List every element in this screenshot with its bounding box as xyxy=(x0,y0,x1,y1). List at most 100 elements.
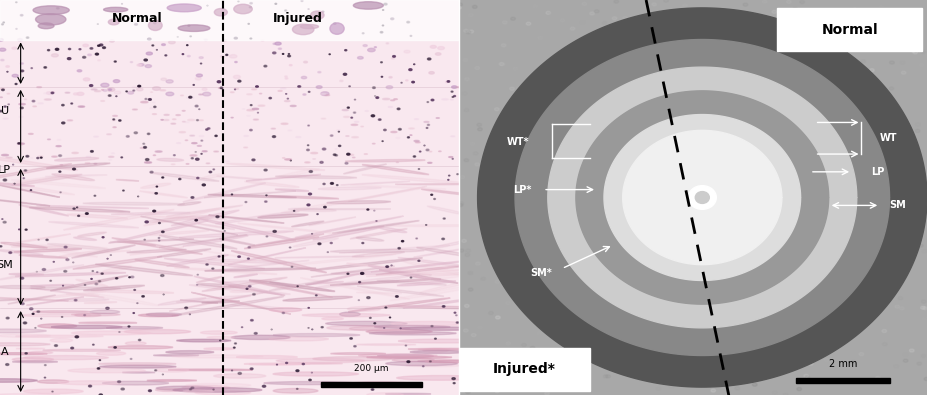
Ellipse shape xyxy=(77,70,82,72)
Ellipse shape xyxy=(870,69,874,72)
Ellipse shape xyxy=(210,171,211,173)
Ellipse shape xyxy=(422,261,481,274)
Ellipse shape xyxy=(311,258,423,271)
Ellipse shape xyxy=(879,5,883,8)
Ellipse shape xyxy=(353,2,384,9)
Ellipse shape xyxy=(377,280,446,285)
Ellipse shape xyxy=(469,381,474,384)
Ellipse shape xyxy=(12,174,82,186)
Ellipse shape xyxy=(197,276,223,283)
Polygon shape xyxy=(548,67,857,328)
Ellipse shape xyxy=(270,308,301,312)
Ellipse shape xyxy=(337,184,338,186)
Ellipse shape xyxy=(327,325,384,330)
Ellipse shape xyxy=(66,259,69,261)
Ellipse shape xyxy=(146,216,213,222)
Ellipse shape xyxy=(237,223,337,233)
Ellipse shape xyxy=(83,314,85,316)
Bar xyxy=(321,382,422,387)
Ellipse shape xyxy=(386,393,431,395)
Ellipse shape xyxy=(234,347,235,348)
Ellipse shape xyxy=(386,266,388,267)
Ellipse shape xyxy=(73,256,162,269)
Ellipse shape xyxy=(367,356,451,359)
Ellipse shape xyxy=(281,123,288,124)
Ellipse shape xyxy=(921,354,926,357)
Ellipse shape xyxy=(166,80,173,83)
Ellipse shape xyxy=(9,252,12,254)
Ellipse shape xyxy=(98,280,101,282)
Ellipse shape xyxy=(59,171,61,172)
Ellipse shape xyxy=(214,261,257,264)
Ellipse shape xyxy=(19,206,133,214)
Ellipse shape xyxy=(334,154,336,156)
Ellipse shape xyxy=(131,276,133,278)
Ellipse shape xyxy=(350,229,407,239)
Ellipse shape xyxy=(906,47,910,50)
Ellipse shape xyxy=(116,179,139,181)
Ellipse shape xyxy=(424,121,429,122)
Ellipse shape xyxy=(191,292,291,314)
Ellipse shape xyxy=(913,51,918,54)
Ellipse shape xyxy=(31,284,74,286)
Ellipse shape xyxy=(594,10,599,13)
Ellipse shape xyxy=(389,77,392,78)
Ellipse shape xyxy=(131,62,133,63)
Ellipse shape xyxy=(217,176,261,180)
Ellipse shape xyxy=(495,389,500,393)
Ellipse shape xyxy=(97,45,100,46)
Ellipse shape xyxy=(145,98,146,100)
Ellipse shape xyxy=(6,66,9,67)
Ellipse shape xyxy=(244,147,248,148)
Ellipse shape xyxy=(29,351,53,354)
Ellipse shape xyxy=(396,296,399,297)
Ellipse shape xyxy=(366,270,463,276)
Ellipse shape xyxy=(213,169,214,170)
Ellipse shape xyxy=(101,101,105,102)
Ellipse shape xyxy=(371,260,472,272)
Ellipse shape xyxy=(502,312,507,315)
Ellipse shape xyxy=(126,91,127,92)
Ellipse shape xyxy=(230,55,237,58)
Ellipse shape xyxy=(372,389,374,390)
Ellipse shape xyxy=(397,108,400,110)
Ellipse shape xyxy=(399,274,474,281)
Ellipse shape xyxy=(75,314,101,317)
Ellipse shape xyxy=(112,238,202,254)
Ellipse shape xyxy=(68,120,72,121)
Ellipse shape xyxy=(389,317,390,318)
Ellipse shape xyxy=(510,372,514,376)
Ellipse shape xyxy=(315,295,317,296)
Ellipse shape xyxy=(244,363,310,365)
Ellipse shape xyxy=(456,87,461,88)
Ellipse shape xyxy=(108,88,115,91)
Ellipse shape xyxy=(495,280,500,283)
Ellipse shape xyxy=(349,86,350,87)
Ellipse shape xyxy=(362,33,364,34)
Ellipse shape xyxy=(197,120,198,121)
Ellipse shape xyxy=(442,99,449,100)
Ellipse shape xyxy=(111,212,190,215)
Ellipse shape xyxy=(173,388,261,392)
Ellipse shape xyxy=(307,149,310,151)
Ellipse shape xyxy=(605,375,610,378)
Ellipse shape xyxy=(476,262,480,265)
Ellipse shape xyxy=(425,360,486,363)
Ellipse shape xyxy=(302,363,304,365)
Ellipse shape xyxy=(323,183,325,184)
Ellipse shape xyxy=(382,25,384,26)
Ellipse shape xyxy=(347,273,349,274)
Ellipse shape xyxy=(11,246,69,248)
Ellipse shape xyxy=(179,132,185,133)
Ellipse shape xyxy=(108,95,111,96)
Ellipse shape xyxy=(51,325,122,329)
Ellipse shape xyxy=(459,277,464,280)
Ellipse shape xyxy=(431,99,434,101)
Ellipse shape xyxy=(57,8,59,9)
Ellipse shape xyxy=(94,136,98,137)
Ellipse shape xyxy=(296,370,298,372)
Ellipse shape xyxy=(146,52,152,55)
Ellipse shape xyxy=(197,177,199,179)
Ellipse shape xyxy=(202,174,225,179)
Ellipse shape xyxy=(0,353,47,355)
